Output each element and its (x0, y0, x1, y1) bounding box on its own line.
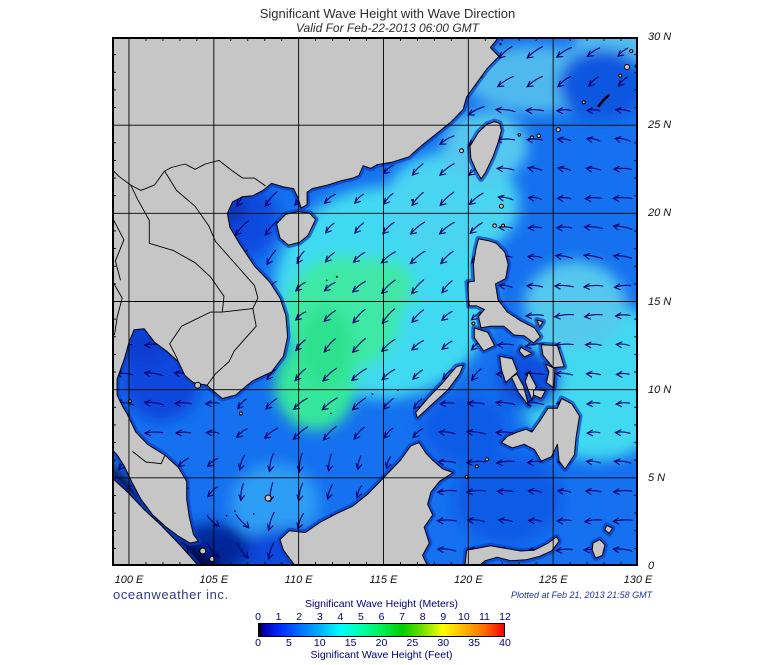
plotted-timestamp: Plotted at Feb 21, 2013 21:58 GMT (511, 590, 653, 600)
legend-tick-value: 0 (255, 611, 261, 623)
legend-tick-value: 15 (344, 637, 357, 649)
legend-tick-value: 7 (399, 611, 405, 623)
legend-tick-value: 9 (440, 611, 447, 623)
map-plot-area (112, 37, 638, 566)
legend-tick-value: 30 (437, 637, 450, 649)
x-axis-tick-label: 105 E (199, 574, 229, 586)
legend-tick-value: 10 (313, 637, 326, 649)
colorbar-gradient (258, 623, 505, 637)
legend-feet-ticks: 0 5 10 15 20 25 30 35 40 (255, 637, 511, 649)
chart-title: Significant Wave Height with Wave Direct… (259, 6, 516, 21)
x-axis-tick-label: 120 E (453, 574, 483, 586)
x-axis-tick-label: 115 E (369, 574, 398, 586)
y-axis-tick-label: 25 N (648, 119, 672, 132)
legend-tick-value: 5 (285, 637, 292, 649)
y-axis-tick-label: 15 N (648, 295, 672, 308)
legend-tick-value: 0 (255, 637, 261, 649)
legend-meters-ticks: 0 1 2 3 4 5 6 7 8 9 10 11 12 (255, 611, 511, 623)
chart-subtitle: Valid For Feb-22-2013 06:00 GMT (296, 21, 479, 35)
legend-tick-value: 1 (275, 611, 282, 623)
oceanweather-logo-text: oceanweather inc. (113, 587, 229, 602)
legend-tick-value: 5 (357, 611, 364, 623)
y-axis-tick-label: 0 (648, 560, 655, 572)
legend-tick-value: 40 (499, 637, 511, 649)
x-axis-tick-label: 125 E (538, 574, 568, 586)
y-axis-tick-label: 30 N (648, 31, 672, 43)
legend-tick-value: 2 (296, 611, 303, 623)
y-axis-tick-label: 20 N (648, 207, 672, 220)
legend-tick-value: 12 (499, 611, 511, 623)
legend-tick-value: 20 (375, 637, 388, 649)
legend-tick-value: 6 (378, 611, 385, 623)
legend-tick-value: 35 (468, 637, 480, 649)
y-axis-tick-label: 10 N (648, 383, 672, 396)
legend-tick-value: 10 (457, 611, 470, 623)
legend-tick-value: 11 (478, 611, 490, 623)
x-axis-tick-label: 100 E (114, 574, 144, 586)
wave-height-map (112, 37, 638, 566)
legend-meters-label: Significant Wave Height (Meters) (304, 598, 459, 610)
legend-tick-value: 25 (406, 637, 419, 649)
y-axis-tick-label: 5 N (648, 471, 666, 484)
legend-tick-value: 4 (337, 611, 344, 623)
x-axis-tick-label: 110 E (284, 574, 313, 586)
x-axis-tick-label: 130 E (623, 574, 653, 586)
legend-tick-value: 3 (316, 611, 323, 623)
legend-tick-value: 8 (419, 611, 426, 623)
legend-feet-label: Significant Wave Height (Feet) (310, 649, 453, 661)
